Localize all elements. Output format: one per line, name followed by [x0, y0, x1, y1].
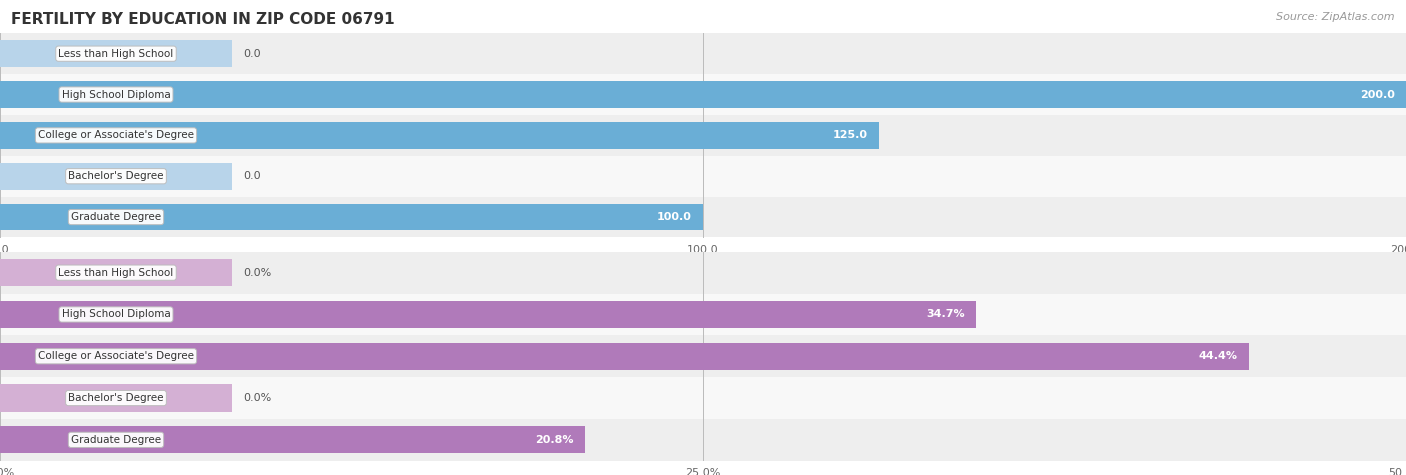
Bar [0, 81, 1406, 108]
Bar [0, 40, 232, 67]
Bar [0, 252, 1406, 294]
Text: 100.0: 100.0 [657, 212, 692, 222]
Text: 200.0: 200.0 [1360, 89, 1395, 100]
Bar [0, 115, 1406, 156]
Text: 0.0: 0.0 [243, 171, 262, 181]
Text: College or Associate's Degree: College or Associate's Degree [38, 130, 194, 141]
Text: College or Associate's Degree: College or Associate's Degree [38, 351, 194, 361]
Bar [0, 384, 232, 412]
Bar [0, 377, 1406, 419]
Text: Bachelor's Degree: Bachelor's Degree [69, 393, 163, 403]
Text: 44.4%: 44.4% [1198, 351, 1237, 361]
Bar [0, 342, 1249, 370]
Text: 125.0: 125.0 [832, 130, 868, 141]
Bar [0, 259, 232, 286]
Bar [0, 294, 1406, 335]
Text: 20.8%: 20.8% [536, 435, 574, 445]
Text: High School Diploma: High School Diploma [62, 89, 170, 100]
Text: Graduate Degree: Graduate Degree [70, 212, 162, 222]
Bar [0, 156, 1406, 197]
Bar [0, 33, 1406, 74]
Text: FERTILITY BY EDUCATION IN ZIP CODE 06791: FERTILITY BY EDUCATION IN ZIP CODE 06791 [11, 12, 395, 27]
Text: Source: ZipAtlas.com: Source: ZipAtlas.com [1277, 12, 1395, 22]
Bar [0, 163, 232, 190]
Text: Graduate Degree: Graduate Degree [70, 435, 162, 445]
Text: High School Diploma: High School Diploma [62, 309, 170, 320]
Text: 34.7%: 34.7% [927, 309, 965, 320]
Text: Bachelor's Degree: Bachelor's Degree [69, 171, 163, 181]
Bar [0, 74, 1406, 115]
Bar [0, 426, 585, 454]
Bar [0, 335, 1406, 377]
Text: 0.0%: 0.0% [243, 393, 271, 403]
Bar [0, 122, 879, 149]
Text: Less than High School: Less than High School [59, 267, 173, 278]
Bar [0, 197, 1406, 238]
Bar [0, 301, 976, 328]
Bar [0, 204, 703, 230]
Text: Less than High School: Less than High School [59, 48, 173, 59]
Text: 0.0%: 0.0% [243, 267, 271, 278]
Text: 0.0: 0.0 [243, 48, 262, 59]
Bar [0, 419, 1406, 461]
